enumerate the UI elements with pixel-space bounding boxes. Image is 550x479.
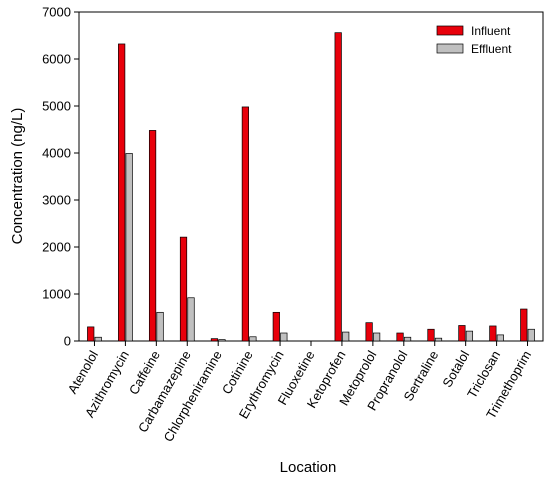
bar-effluent-erythromycin — [280, 332, 288, 342]
bar-influent-cotinine — [241, 106, 249, 342]
bar-influent-ketoprofen — [334, 32, 342, 342]
plot-area — [78, 11, 544, 342]
y-tick-label: 0 — [64, 334, 71, 349]
y-tick-label: 1000 — [42, 287, 71, 302]
bar-influent-propranolol — [396, 332, 404, 342]
bar-influent-atenolol — [87, 326, 95, 342]
bar-influent-azithromycin — [118, 43, 126, 342]
bar-influent-caffeine — [148, 130, 157, 342]
bar-effluent-azithromycin — [125, 153, 133, 342]
y-tick-label: 7000 — [42, 5, 71, 20]
x-axis-title: Location — [280, 459, 337, 476]
y-tick-label: 2000 — [42, 240, 71, 255]
bar-influent-sotalol — [458, 325, 466, 342]
x-tick-label: Sotalol — [439, 348, 472, 390]
legend-swatch-effluent — [436, 43, 464, 54]
bar-effluent-caffeine — [156, 311, 164, 342]
y-tick-label: 6000 — [42, 52, 71, 67]
y-tick-label: 5000 — [42, 99, 71, 114]
bar-effluent-cotinine — [249, 336, 257, 342]
bar-effluent-sotalol — [465, 330, 474, 342]
bar-influent-trimethoprim — [520, 308, 528, 342]
bar-effluent-ketoprofen — [342, 331, 350, 342]
bar-influent-chlorpheniramine — [210, 338, 219, 342]
bar-effluent-metoprolol — [373, 332, 381, 342]
bar-effluent-trimethoprim — [527, 328, 535, 342]
x-axis: AtenololAzithromycinCaffeineCarbamazepin… — [65, 341, 534, 444]
y-axis: 0 1000 2000 3000 4000 5000 6000 7000 — [42, 5, 79, 349]
y-tick-label: 3000 — [42, 193, 71, 208]
y-axis-title: Concentration (ng/L) — [9, 108, 26, 245]
bar-effluent-triclosan — [496, 334, 504, 342]
y-tick-label: 4000 — [42, 146, 71, 161]
bar-influent-sertraline — [427, 328, 435, 342]
legend: Influent Effluent — [433, 20, 537, 64]
bar-effluent-propranolol — [403, 336, 412, 342]
legend-label-effluent: Effluent — [471, 42, 512, 56]
bar-influent-triclosan — [489, 325, 497, 342]
bar-influent-carbamazepine — [179, 236, 188, 342]
bar-effluent-chlorpheniramine — [218, 339, 226, 342]
bar-effluent-carbamazepine — [187, 297, 195, 342]
bar-effluent-sertraline — [434, 337, 443, 342]
bar-effluent-atenolol — [94, 336, 102, 342]
bar-influent-erythromycin — [272, 311, 280, 342]
legend-label-influent: Influent — [471, 24, 511, 38]
legend-swatch-influent — [436, 25, 464, 36]
bar-influent-metoprolol — [365, 322, 373, 342]
